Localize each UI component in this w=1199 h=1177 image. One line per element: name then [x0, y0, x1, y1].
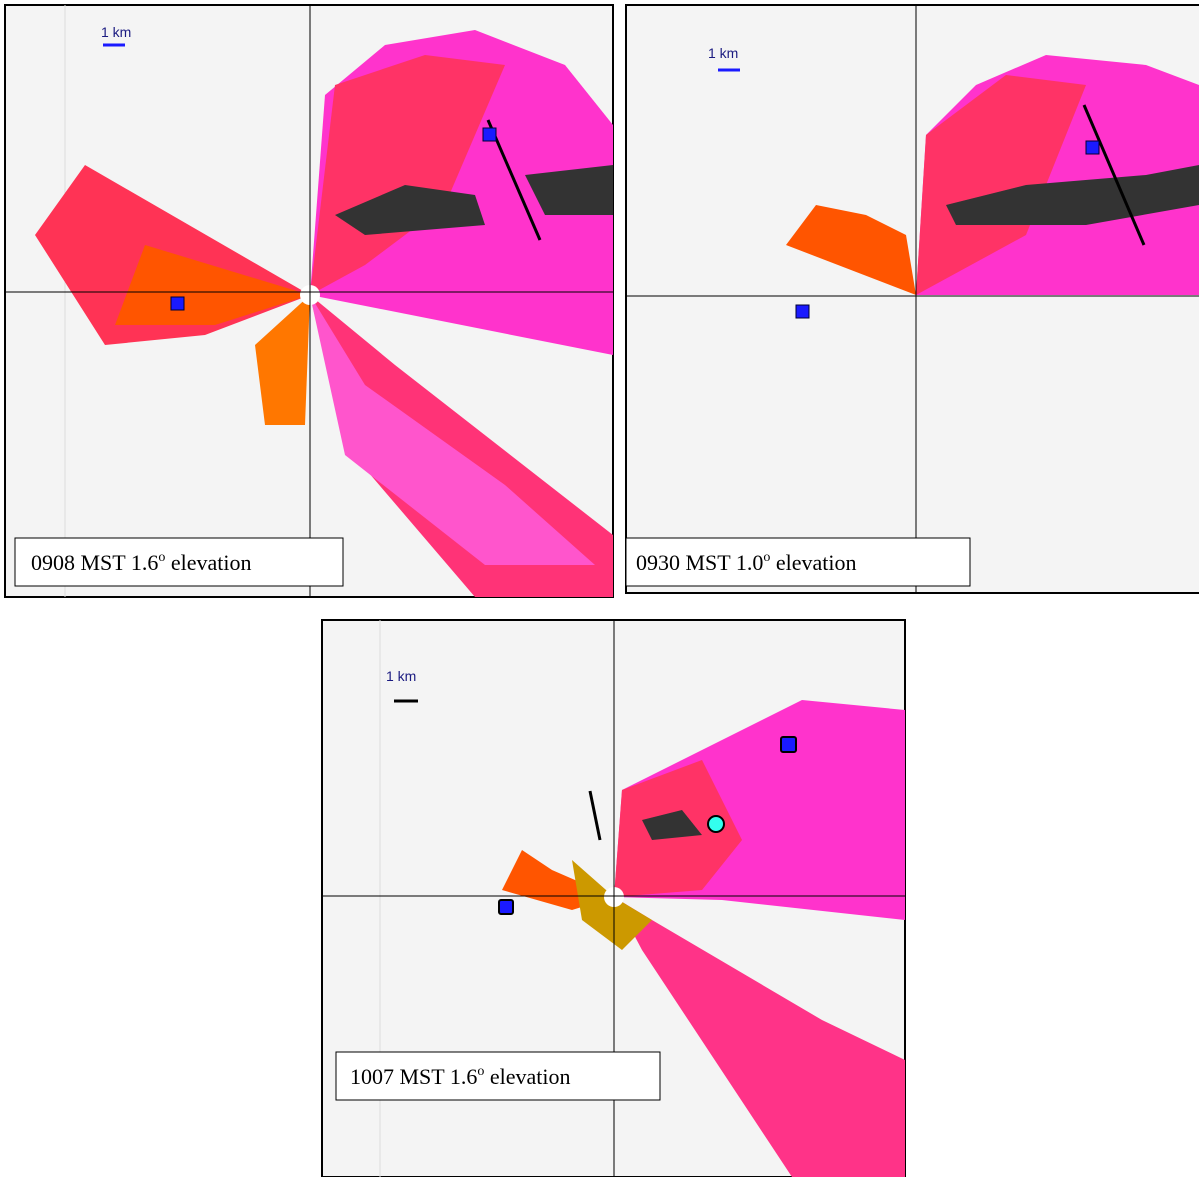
caption-part: 1007 MST 1.6 [350, 1064, 477, 1089]
caption: 0930 MST 1.0o elevation [636, 550, 856, 575]
caption-part: o [763, 550, 770, 565]
figure: 1 km 0908 MST 1.6o elevation 1 km 0930 M… [0, 0, 1199, 1177]
caption-part: o [158, 550, 165, 565]
caption: 1007 MST 1.6o elevation [350, 1064, 570, 1089]
caption-part: o [477, 1064, 484, 1079]
caption-part: elevation [165, 550, 251, 575]
scale-label: 1 km [101, 24, 131, 40]
scale-label: 1 km [708, 45, 738, 61]
caption-part: 0908 MST 1.6 [31, 550, 158, 575]
caption-part: 0930 MST 1.0 [636, 550, 763, 575]
scale-label: 1 km [386, 668, 416, 684]
radar-panel: 1 km 0908 MST 1.6o elevation [5, 5, 613, 597]
caption-part: elevation [770, 550, 856, 575]
caption: 0908 MST 1.6o elevation [31, 550, 251, 575]
caption-part: elevation [484, 1064, 570, 1089]
radar-panel: 1 km 0930 MST 1.0o elevation [626, 5, 1199, 593]
radar-panel: 1 km 1007 MST 1.6o elevation [322, 620, 905, 1177]
